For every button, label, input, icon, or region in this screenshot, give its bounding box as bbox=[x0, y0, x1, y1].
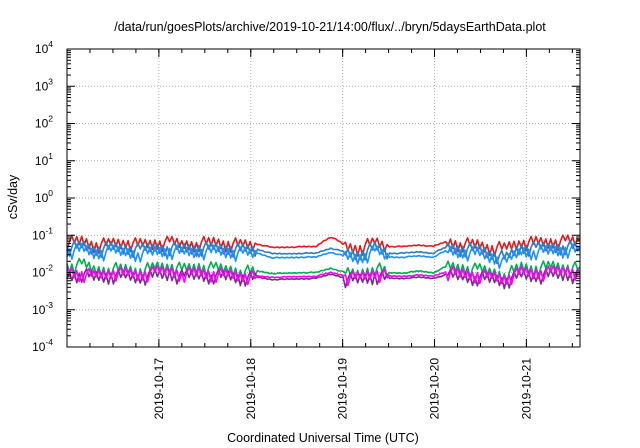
x-axis-label: Coordinated Universal Time (UTC) bbox=[227, 431, 419, 445]
series-line bbox=[66, 234, 581, 257]
x-tick-labels: 2019-10-17 2019-10-18 2019-10-19 2019-10-20… bbox=[152, 358, 534, 420]
series-line bbox=[66, 265, 581, 287]
plot-frame bbox=[66, 48, 581, 348]
chart-title: /data/run/goesPlots/archive/2019-10-21/1… bbox=[114, 20, 546, 34]
y-tick-label: 10-2 bbox=[32, 263, 53, 280]
y-tick-label: 104 bbox=[35, 39, 53, 56]
y-tick-labels: 104 103 102 101 100 10-1 10-2 10-3 10-4 bbox=[32, 39, 53, 354]
series-line bbox=[66, 242, 581, 270]
y-tick-label: 10-3 bbox=[32, 300, 53, 317]
y-tick-label: 102 bbox=[35, 114, 53, 131]
y-tick-label: 100 bbox=[35, 188, 53, 205]
y-tick-label: 10-4 bbox=[32, 337, 53, 354]
y-tick-label: 103 bbox=[35, 76, 53, 93]
x-tick-label: 2019-10-18 bbox=[244, 358, 258, 420]
x-tick-label: 2019-10-21 bbox=[519, 358, 533, 420]
x-tick-label: 2019-10-19 bbox=[336, 358, 350, 420]
y-tick-label: 10-1 bbox=[32, 225, 53, 242]
x-tick-label: 2019-10-20 bbox=[428, 358, 442, 420]
y-tick-label: 101 bbox=[35, 151, 53, 168]
series-line bbox=[66, 267, 581, 290]
series-line bbox=[66, 239, 581, 265]
grid-lines bbox=[67, 49, 580, 347]
series-layer bbox=[66, 234, 581, 290]
y-axis-label: cSv/day bbox=[6, 174, 20, 219]
axis-ticks bbox=[66, 48, 580, 348]
series-line bbox=[66, 257, 581, 284]
x-tick-label: 2019-10-17 bbox=[152, 358, 166, 420]
